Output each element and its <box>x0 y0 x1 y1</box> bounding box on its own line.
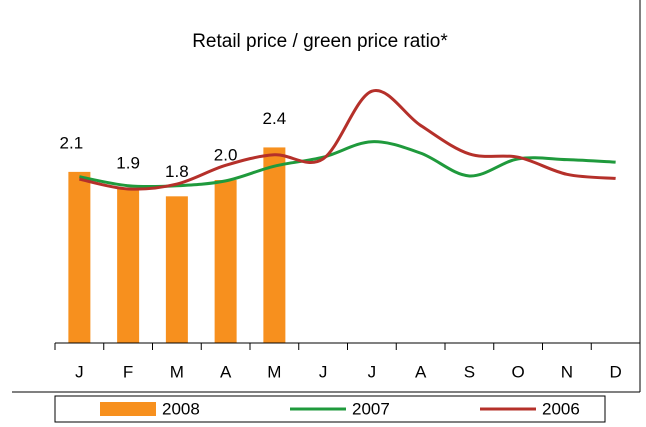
bar <box>165 196 188 343</box>
x-tick-label: M <box>170 362 184 381</box>
legend-label: 2008 <box>162 399 200 418</box>
data-label: 1.9 <box>116 154 140 173</box>
x-tick-label: J <box>319 362 328 381</box>
chart-title: Retail price / green price ratio* <box>192 31 448 52</box>
bar <box>263 147 286 343</box>
x-tick-label: J <box>75 362 84 381</box>
data-label: 2.4 <box>263 109 287 128</box>
x-tick-label: D <box>609 362 621 381</box>
x-tick-label: F <box>123 362 133 381</box>
x-tick-label: A <box>220 362 232 381</box>
data-label: 1.8 <box>165 162 189 181</box>
x-tick-label: J <box>368 362 377 381</box>
data-label: 2.1 <box>60 133 84 152</box>
bar <box>214 180 237 343</box>
bar <box>117 188 140 343</box>
line <box>79 89 616 191</box>
legend-label: 2006 <box>542 399 580 418</box>
x-tick-label: S <box>464 362 475 381</box>
legend-swatch <box>100 402 156 416</box>
x-tick-label: M <box>267 362 281 381</box>
legend-label: 2007 <box>352 399 390 418</box>
bar <box>68 171 91 343</box>
x-tick-label: N <box>561 362 573 381</box>
x-tick-label: A <box>415 362 427 381</box>
data-label: 2.0 <box>214 146 238 165</box>
x-tick-label: O <box>512 362 525 381</box>
